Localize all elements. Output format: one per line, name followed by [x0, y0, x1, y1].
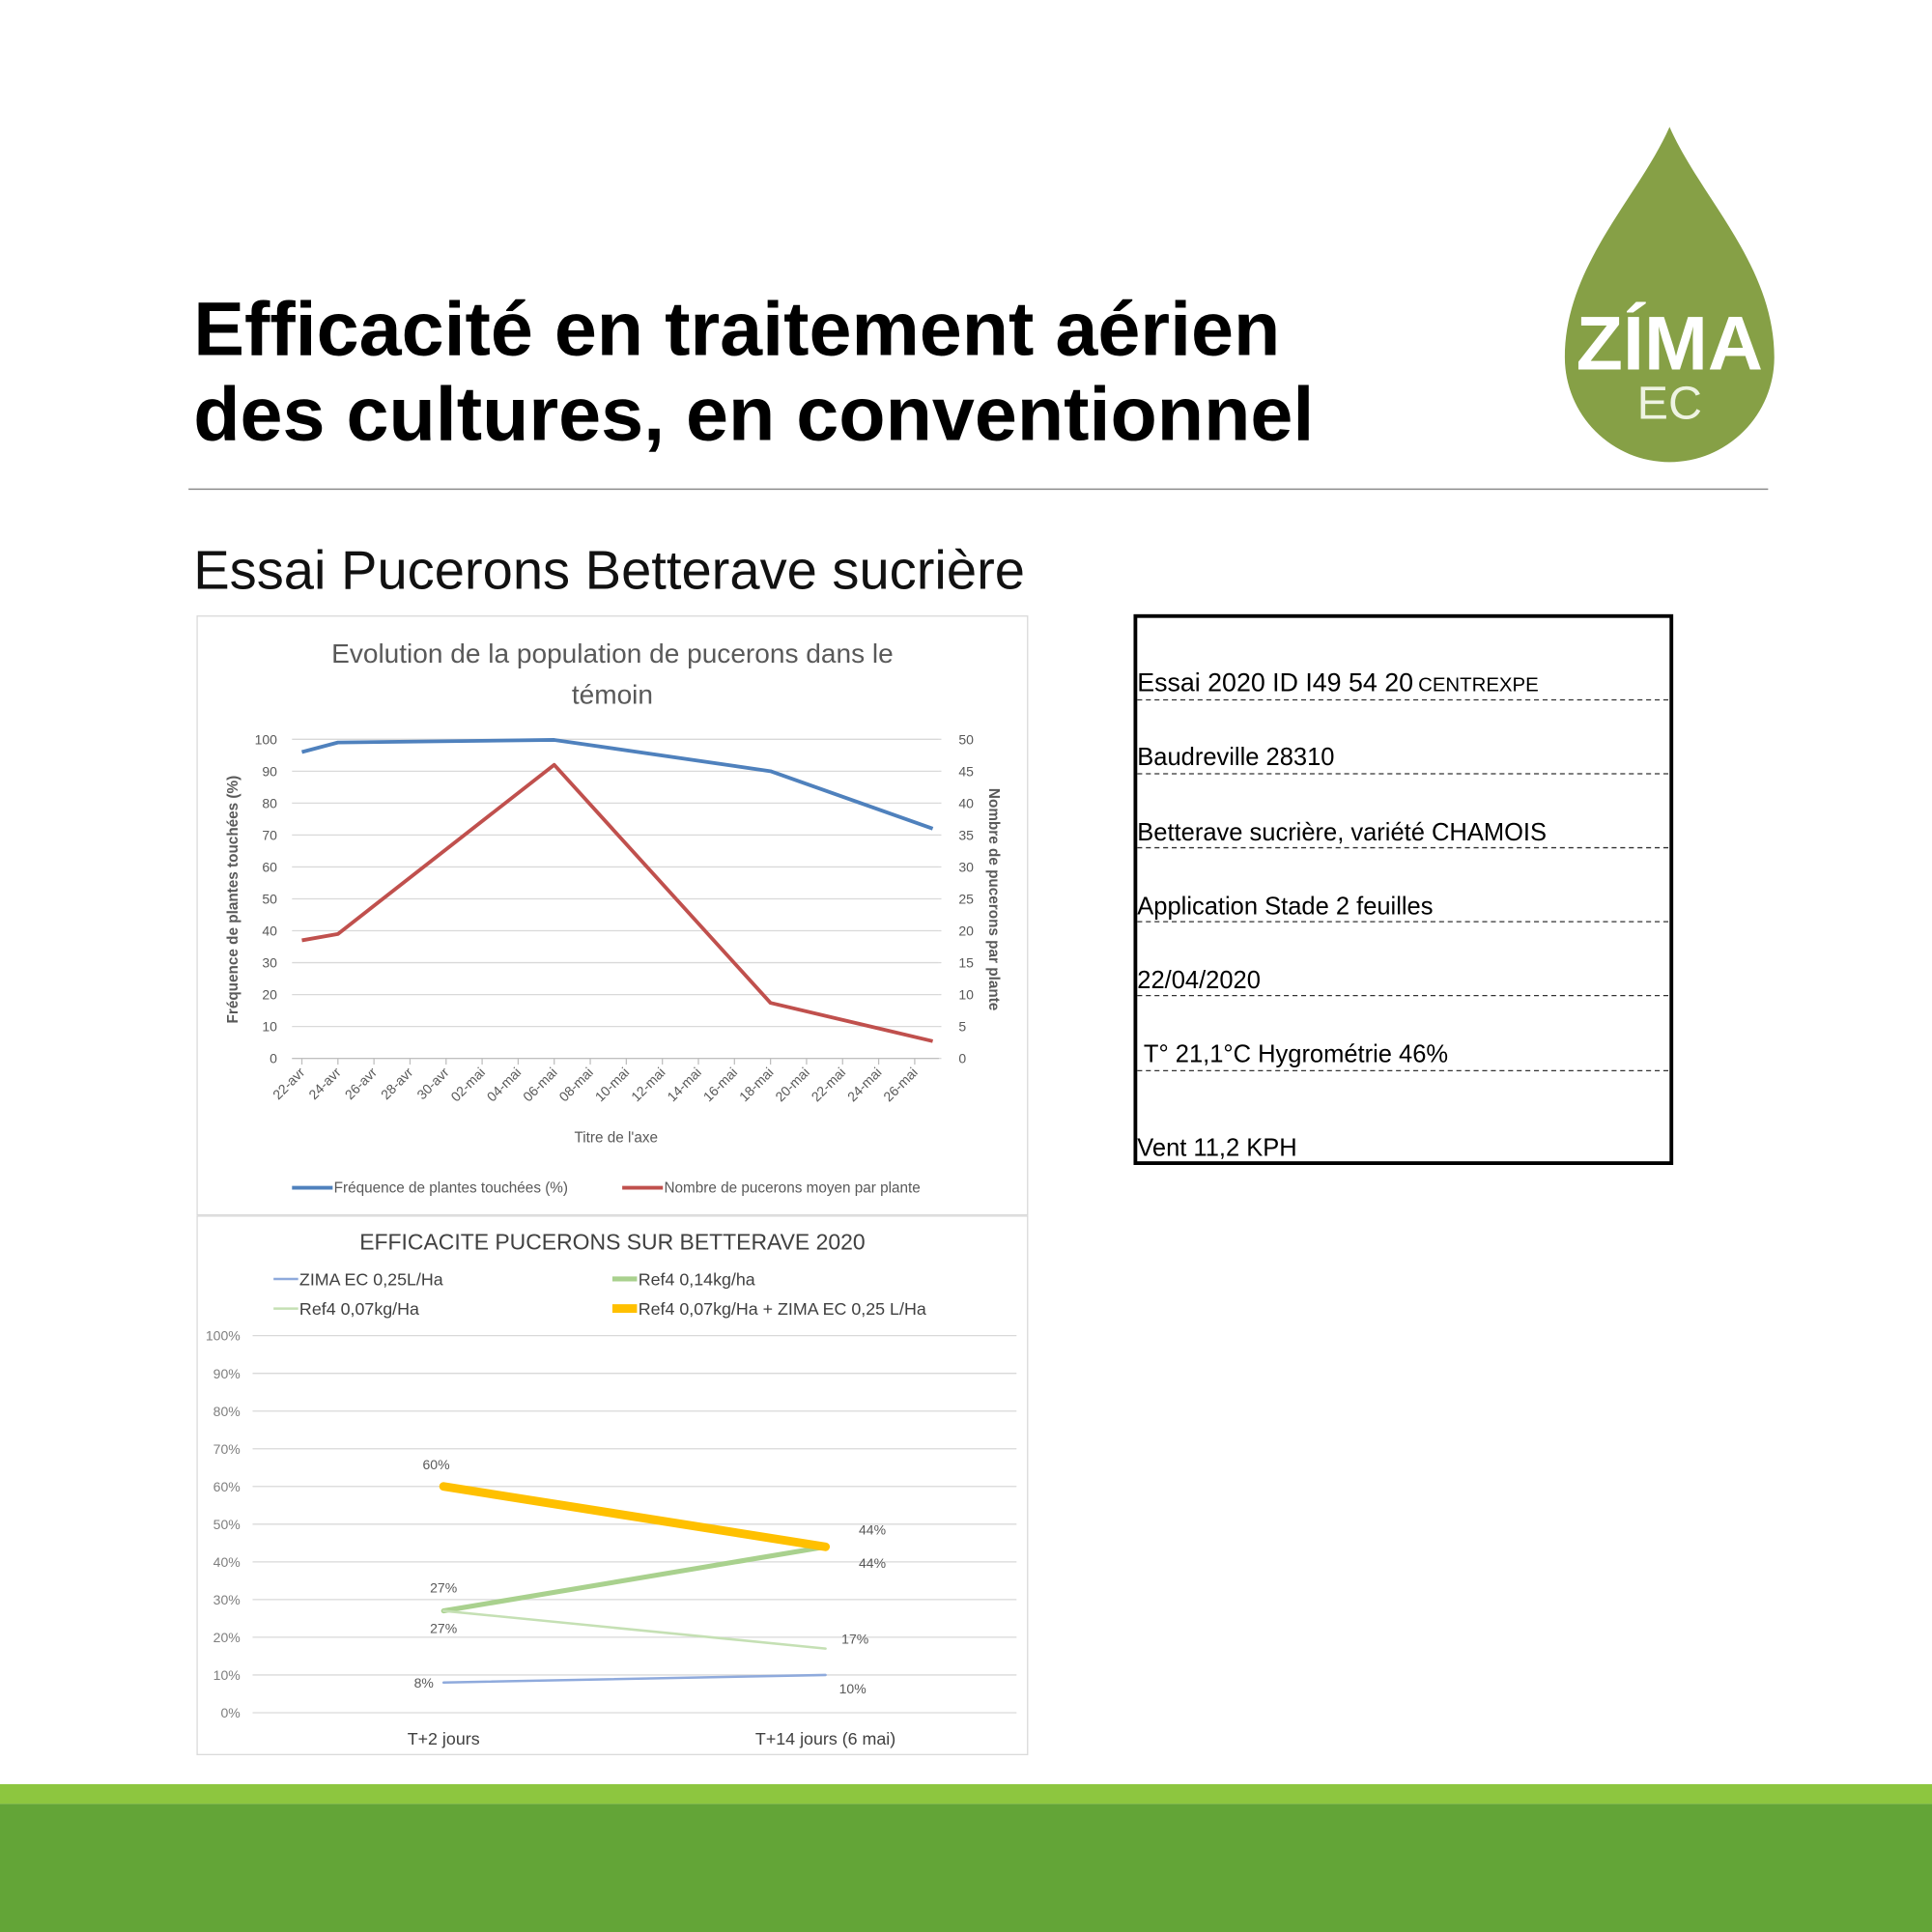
legend-label: Fréquence de plantes touchées (%)	[334, 1180, 568, 1197]
chart-title: témoin	[572, 679, 653, 709]
y2-axis-title: Nombre de pucerons par plante	[985, 788, 1002, 1010]
value-label: 60%	[422, 1457, 449, 1472]
y2-tick-label: 0	[958, 1051, 966, 1066]
series-line	[439, 1482, 831, 1551]
info-row: 22/04/2020	[1137, 967, 1261, 994]
series-line	[440, 1544, 829, 1614]
value-label: 27%	[430, 1621, 457, 1636]
slide-title: Efficacité en traitement aérien	[193, 285, 1280, 371]
chart-frame	[196, 1215, 1029, 1755]
chart-frame	[196, 615, 1029, 1216]
logo-sub: EC	[1637, 378, 1702, 430]
y-tick-label: 80	[262, 795, 277, 810]
info-row: Application Stade 2 feuilles	[1137, 893, 1433, 920]
y-tick-label: 20	[262, 987, 277, 1003]
value-label: 8%	[414, 1675, 434, 1690]
value-label: 44%	[859, 1555, 886, 1571]
info-table	[1133, 613, 1674, 1165]
y-tick-label: 90%	[213, 1366, 241, 1381]
logo-name: ZÍMA	[1577, 300, 1763, 386]
y2-tick-label: 30	[958, 860, 974, 875]
y-tick-label: 30%	[213, 1592, 241, 1607]
y2-tick-label: 35	[958, 828, 974, 843]
y2-tick-label: 5	[958, 1019, 966, 1035]
y-tick-label: 60%	[213, 1479, 241, 1494]
legend-label: Ref4 0,07kg/Ha + ZIMA EC 0,25 L/Ha	[639, 1299, 926, 1319]
x-tick-label: T+2 jours	[408, 1729, 480, 1748]
y2-tick-label: 50	[958, 731, 974, 747]
value-label: 44%	[859, 1521, 886, 1537]
info-lead-text: Essai 2020 ID I49 54 20	[1137, 668, 1413, 697]
subtitle: Essai Pucerons Betterave sucrière	[193, 540, 1025, 601]
y2-tick-label: 10	[958, 987, 974, 1003]
y-tick-label: 20%	[213, 1630, 241, 1645]
y-tick-label: 50	[262, 892, 277, 907]
logo-drop	[1564, 127, 1775, 463]
chart-title: Evolution de la population de pucerons d…	[331, 639, 894, 668]
value-label: 27%	[430, 1579, 457, 1595]
legend-label: Ref4 0,14kg/ha	[639, 1269, 755, 1289]
value-label: 10%	[839, 1681, 867, 1696]
info-row: Vent 11,2 KPH	[1137, 1134, 1296, 1161]
info-row: Betterave sucrière, variété CHAMOIS	[1137, 819, 1547, 846]
info-row: T° 21,1°C Hygrométrie 46%	[1137, 1040, 1448, 1067]
y-tick-label: 10	[262, 1019, 277, 1035]
y-tick-label: 80%	[213, 1404, 241, 1419]
y2-tick-label: 15	[958, 955, 974, 971]
series-line	[441, 1673, 827, 1685]
value-label: 17%	[841, 1632, 868, 1647]
y2-tick-label: 45	[958, 763, 974, 779]
x-tick-label: T+14 jours (6 mai)	[755, 1729, 895, 1748]
series-line	[301, 738, 934, 831]
y-tick-label: 70	[262, 828, 277, 843]
y-tick-label: 10%	[213, 1667, 241, 1683]
x-axis-title: Titre de l'axe	[574, 1129, 658, 1146]
info-row: Baudreville 28310	[1137, 744, 1334, 771]
series-line	[301, 762, 934, 1043]
info-lead: Essai 2020 ID I49 54 20 CENTREXPE	[1137, 668, 1538, 697]
y-tick-label: 0%	[220, 1705, 240, 1720]
y-tick-label: 60	[262, 860, 277, 875]
y-tick-label: 30	[262, 955, 277, 971]
y2-tick-label: 25	[958, 892, 974, 907]
info-lead-small: CENTREXPE	[1418, 675, 1539, 696]
y-tick-label: 100%	[206, 1328, 241, 1344]
y-tick-label: 0	[270, 1051, 277, 1066]
y2-tick-label: 40	[958, 795, 974, 810]
y2-tick-label: 20	[958, 923, 974, 939]
footer-band	[0, 1783, 1932, 1804]
y-tick-label: 90	[262, 763, 277, 779]
slide-title: des cultures, en conventionnel	[193, 370, 1314, 456]
series-line	[441, 1609, 827, 1650]
legend-label: Nombre de pucerons moyen par plante	[665, 1180, 921, 1197]
y-tick-label: 50%	[213, 1517, 241, 1532]
y-tick-label: 40%	[213, 1554, 241, 1570]
y-tick-label: 40	[262, 923, 277, 939]
y-tick-label: 100	[255, 731, 278, 747]
footer-band	[0, 1804, 1932, 1932]
y-tick-label: 70%	[213, 1441, 241, 1457]
y-axis-title: Fréquence de plantes touchées (%)	[225, 776, 242, 1024]
legend-label: ZIMA EC 0,25L/Ha	[299, 1269, 443, 1289]
chart-title: EFFICACITE PUCERONS SUR BETTERAVE 2020	[359, 1229, 865, 1254]
legend-label: Ref4 0,07kg/Ha	[299, 1299, 419, 1319]
